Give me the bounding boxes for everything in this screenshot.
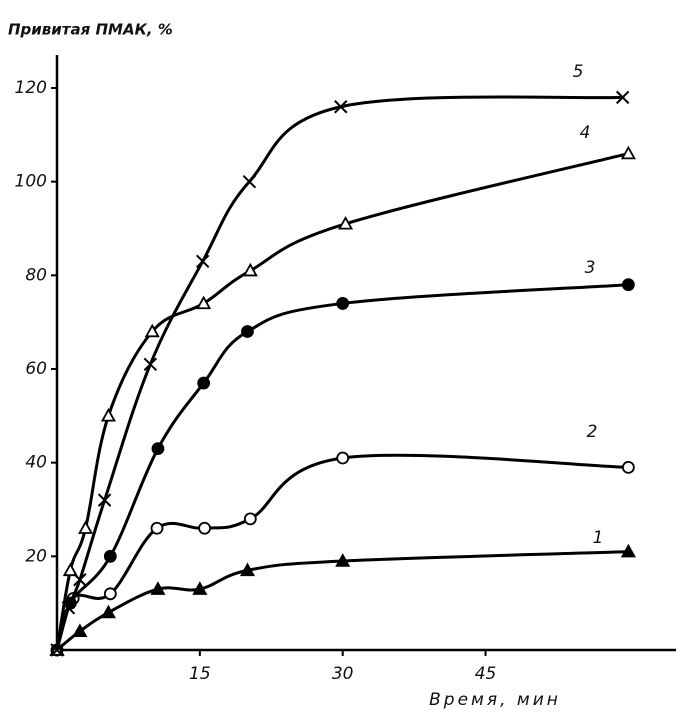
- x-axis-label: Время, мин: [429, 690, 561, 710]
- data-point: [195, 254, 210, 268]
- data-point: [50, 643, 64, 657]
- series-line: [55, 95, 623, 651]
- series-label: 2: [587, 422, 598, 442]
- data-point: [150, 521, 164, 535]
- chart-title: Привитая ПМАК, %: [8, 21, 173, 39]
- data-point: [150, 581, 166, 595]
- x-tick-label: 30: [332, 664, 354, 684]
- data-point: [78, 520, 94, 534]
- data-point: [103, 587, 117, 601]
- series-label: 1: [593, 528, 604, 548]
- data-point: [72, 623, 88, 637]
- data-point: [196, 295, 212, 310]
- x-tick-label: 15: [189, 664, 211, 684]
- y-tick-label: 80: [25, 265, 47, 285]
- data-point: [103, 549, 117, 563]
- data-point: [151, 442, 165, 456]
- data-point: [192, 581, 208, 595]
- series-label: 3: [585, 258, 596, 278]
- data-point: [100, 407, 116, 422]
- data-point: [100, 604, 116, 619]
- data-point: [620, 145, 636, 160]
- data-point: [338, 215, 354, 230]
- data-point: [621, 460, 635, 474]
- series-label: 5: [573, 62, 584, 82]
- y-tick-label: 40: [25, 453, 47, 473]
- data-point: [621, 278, 635, 292]
- y-tick-label: 120: [15, 78, 47, 98]
- data-point: [143, 357, 158, 372]
- data-point: [197, 376, 211, 390]
- data-point: [73, 573, 87, 587]
- data-point: [61, 601, 76, 615]
- y-tick-label: 20: [25, 546, 47, 566]
- data-point: [243, 512, 257, 526]
- y-tick-label: 60: [25, 359, 47, 379]
- data-point: [239, 562, 255, 577]
- data-point: [334, 100, 348, 114]
- data-point: [198, 521, 212, 535]
- data-point: [242, 174, 257, 189]
- data-point: [620, 543, 636, 558]
- x-tick-label: 45: [475, 664, 497, 684]
- y-tick-label: 100: [15, 172, 47, 192]
- data-point: [242, 262, 258, 277]
- data-point: [336, 297, 350, 310]
- series-label: 4: [580, 123, 591, 143]
- series-line: [55, 152, 629, 651]
- data-point: [97, 493, 112, 507]
- data-point: [615, 90, 630, 105]
- data-point: [62, 562, 78, 577]
- data-point: [241, 325, 254, 338]
- data-point: [335, 553, 351, 567]
- data-point: [336, 451, 350, 465]
- data-point: [144, 323, 160, 338]
